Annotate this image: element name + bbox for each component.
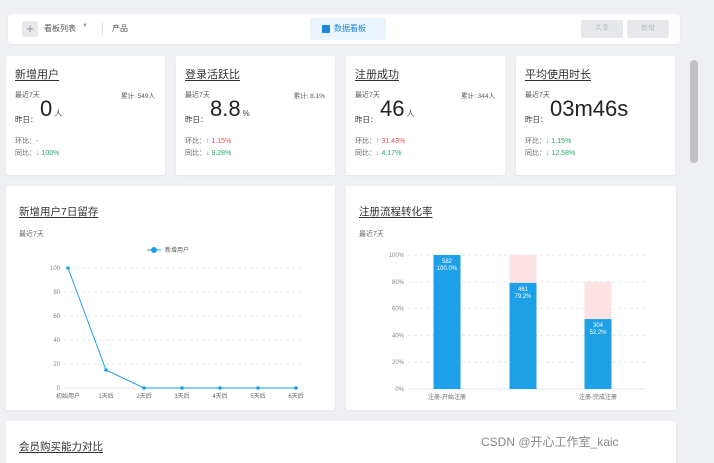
- divider: [102, 23, 103, 35]
- bar-data-label: 100.0%: [437, 266, 458, 272]
- x-tick-label: 初始用户: [56, 392, 80, 400]
- kpi-period: 最近7天: [525, 92, 550, 99]
- kpi-period: 最近7天: [355, 92, 380, 99]
- tab-label: 数据看板: [334, 24, 366, 33]
- panel-title: 注册流程转化率: [359, 206, 433, 218]
- x-tick-label: 1天后: [98, 392, 113, 400]
- data-point: [256, 386, 260, 390]
- share-button[interactable]: 共享: [581, 20, 623, 38]
- legend-label: 新增用户: [165, 246, 189, 254]
- retention-line-chart: 0 20 40 60 80 100 初始用户 1天后 2天后 3天后 4天后 5天后 6天后 新增用户: [50, 246, 304, 400]
- y-tick-label: 0%: [395, 387, 404, 393]
- kpi-value: 46 人: [380, 96, 415, 121]
- y-tick-label: 40: [53, 338, 60, 344]
- kpi-card: 注册成功 最近7天 累计: 344人 昨日： 46 人 环比：↑ 31.43% 同…: [346, 56, 505, 175]
- x-tick-label: 注册-开始注册: [428, 393, 466, 401]
- bar-data-label: 582: [442, 259, 453, 265]
- top-toolbar: + 看板列表 ▼ 产品 数据看板 共享 新增: [8, 14, 680, 44]
- y-tick-label: 80: [53, 290, 60, 296]
- legend-marker: [151, 247, 157, 253]
- kpi-total: 累计: 344人: [461, 93, 495, 100]
- y-tick-label: 20%: [392, 360, 405, 366]
- kpi-period: 最近7天: [15, 92, 40, 99]
- bar-remainder: [584, 281, 612, 320]
- scrollbar-thumb[interactable]: [690, 60, 698, 163]
- watermark: CSDN @开心工作室_kaic: [481, 435, 619, 449]
- chevron-down-icon[interactable]: ▼: [82, 23, 88, 29]
- kpi-title: 登录活跃比: [185, 69, 240, 81]
- bar-data-label: 52.2%: [589, 330, 607, 336]
- y-tick-label: 100: [50, 266, 61, 272]
- x-tick-label: 2天后: [136, 392, 151, 400]
- y-tick-label: 60%: [392, 307, 405, 313]
- kpi-ring-compare: 环比：-: [15, 138, 39, 145]
- x-tick-label: 4天后: [212, 392, 227, 400]
- kpi-card: 平均使用时长 最近7天 昨日： 03m46s 环比：↓ 1.15% 同比：↓ 1…: [516, 56, 675, 175]
- add-button[interactable]: 新增: [627, 20, 669, 38]
- kpi-ring-compare: 环比：↑ 1.15%: [185, 138, 232, 145]
- y-tick-label: 0: [57, 386, 61, 392]
- bar: [509, 282, 537, 389]
- data-point: [66, 266, 70, 270]
- kpi-total: 累计: 8.1%: [293, 93, 325, 100]
- bar: [584, 319, 612, 389]
- bar-remainder: [509, 255, 537, 283]
- series-line: [67, 267, 296, 389]
- bar-data-label: 79.2%: [514, 294, 532, 300]
- x-tick-label: 5天后: [250, 392, 265, 400]
- kpi-title: 注册成功: [355, 69, 399, 81]
- kpi-yesterday-label: 昨日：: [355, 115, 378, 124]
- data-point: [294, 386, 298, 390]
- bar: [433, 255, 461, 389]
- retention-panel: 新增用户7日留存 最近7天 0 20 40 60 80 100 初始用户 1天后 2天后 3天后 4…: [6, 186, 335, 410]
- panel-title: 会员购买能力对比: [19, 441, 103, 453]
- kpi-yesterday-label: 昨日：: [15, 115, 38, 124]
- kpi-yoy-compare: 同比：↓ 4.17%: [355, 150, 402, 157]
- data-point: [180, 386, 184, 390]
- y-tick-label: 40%: [392, 333, 405, 339]
- funnel-panel: 注册流程转化率 最近7天 0% 20% 40% 60% 80% 100% 582 100.0%…: [346, 186, 676, 410]
- kpi-ring-compare: 环比：↓ 1.15%: [525, 138, 572, 145]
- product-label[interactable]: 产品: [112, 24, 128, 33]
- kpi-yoy-compare: 同比：↓ 12.58%: [525, 150, 576, 157]
- y-tick-label: 100%: [389, 253, 405, 259]
- kpi-total: 累计: 549人: [121, 93, 155, 100]
- dashboard-icon: [322, 25, 330, 33]
- kpi-value: 03m46s: [550, 96, 629, 121]
- member-panel: 会员购买能力对比: [6, 421, 676, 463]
- panel-period: 最近7天: [359, 231, 384, 238]
- kpi-period: 最近7天: [185, 92, 210, 99]
- kpi-title: 新增用户: [15, 69, 59, 81]
- kpi-ring-compare: 环比：↑ 31.43%: [355, 138, 406, 145]
- data-point: [104, 368, 108, 372]
- tab-data-board[interactable]: 数据看板: [310, 18, 386, 40]
- panel-period: 最近7天: [19, 231, 44, 238]
- bar-data-label: 304: [593, 323, 604, 329]
- kpi-card: 登录活跃比 最近7天 累计: 8.1% 昨日： 8.8% 环比：↑ 1.15% …: [176, 56, 335, 175]
- add-icon[interactable]: +: [22, 21, 38, 37]
- kpi-yesterday-label: 昨日：: [525, 115, 548, 124]
- y-tick-label: 80%: [392, 280, 405, 286]
- y-tick-label: 60: [53, 314, 60, 320]
- kpi-value: 8.8%: [210, 96, 250, 121]
- x-tick-label: 注册-完成注册: [579, 393, 617, 401]
- kpi-yoy-compare: 同比：↓ 100%: [15, 150, 60, 157]
- x-tick-label: 6天后: [288, 392, 303, 400]
- y-tick-label: 20: [53, 362, 60, 368]
- kpi-yesterday-label: 昨日：: [185, 115, 208, 124]
- kpi-title: 平均使用时长: [525, 69, 591, 81]
- board-list-dropdown[interactable]: 看板列表: [44, 24, 76, 33]
- x-tick-label: 3天后: [174, 392, 189, 400]
- kpi-yoy-compare: 同比：↓ 9.28%: [185, 150, 232, 157]
- data-point: [218, 386, 222, 390]
- bar-data-label: 461: [518, 287, 529, 293]
- panel-title: 新增用户7日留存: [19, 206, 99, 218]
- data-point: [142, 386, 146, 390]
